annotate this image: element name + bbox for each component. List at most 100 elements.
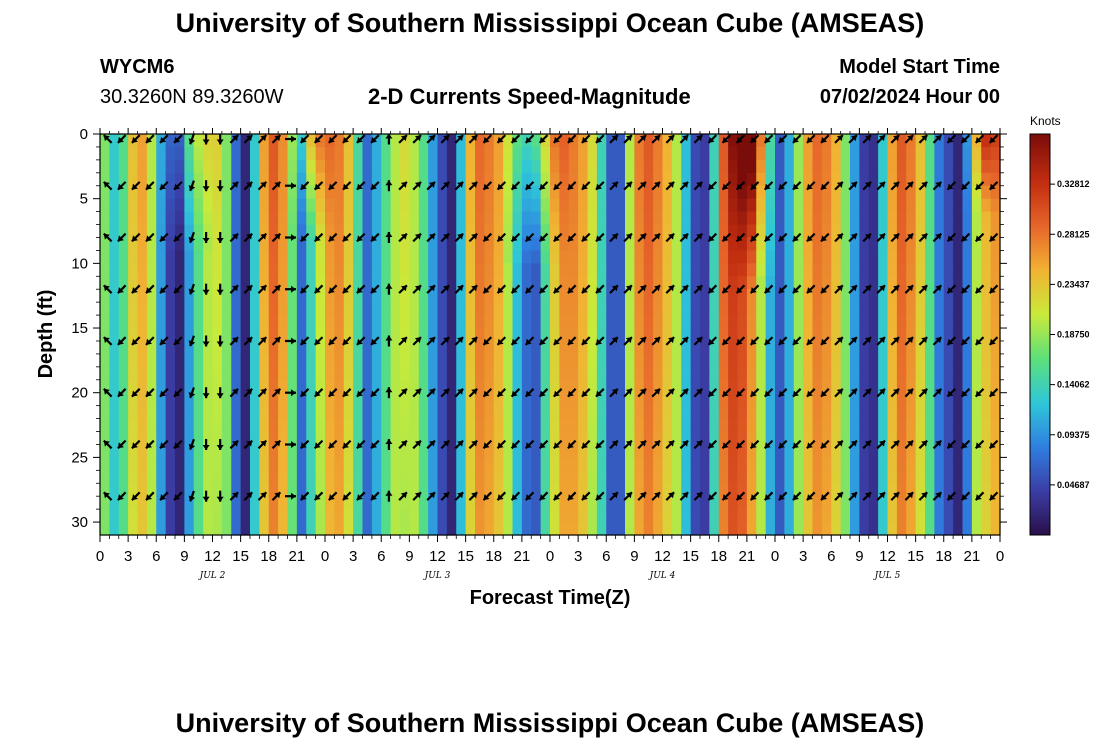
heatmap-cell <box>775 366 785 381</box>
heatmap-cell <box>981 172 992 187</box>
heatmap-cell <box>296 250 307 264</box>
heatmap-cell <box>850 366 860 381</box>
heatmap-cell <box>156 328 167 342</box>
heatmap-cell <box>578 431 589 446</box>
heatmap-cell <box>193 172 204 187</box>
heatmap-cell <box>840 328 851 342</box>
heatmap-cell <box>353 418 364 433</box>
heatmap-cell <box>287 340 298 355</box>
heatmap-cell <box>728 237 739 252</box>
heatmap-cell <box>418 328 429 342</box>
heatmap-cell <box>653 159 664 174</box>
heatmap-cell <box>118 340 129 355</box>
current-vector <box>426 388 436 398</box>
heatmap-cell <box>362 483 373 497</box>
heatmap-cell <box>765 431 776 446</box>
heatmap-cell <box>287 250 298 264</box>
heatmap-cell <box>100 224 110 239</box>
heatmap-cell <box>268 392 279 407</box>
heatmap-cell <box>137 340 148 355</box>
heatmap-cell <box>765 379 776 394</box>
current-vector <box>721 134 732 144</box>
heatmap-cell <box>371 353 382 368</box>
heatmap-cell <box>118 250 129 264</box>
heatmap-cell <box>887 250 898 264</box>
heatmap-cell <box>606 392 617 407</box>
current-vector <box>960 181 971 191</box>
heatmap-cell <box>240 250 251 264</box>
heatmap-cell <box>428 340 439 355</box>
heatmap-cell <box>240 522 251 536</box>
current-vector <box>524 336 535 346</box>
heatmap-cell <box>971 224 982 239</box>
heatmap-cell <box>400 185 410 200</box>
heatmap-cell <box>484 328 495 342</box>
heatmap-cell <box>165 328 176 342</box>
current-vector <box>932 134 943 144</box>
heatmap-cell <box>587 470 598 484</box>
heatmap-cell <box>278 159 289 174</box>
heatmap-cell <box>700 366 710 381</box>
heatmap-cell <box>934 315 945 329</box>
heatmap-cell <box>315 496 326 510</box>
heatmap-cell <box>681 328 692 342</box>
heatmap-cell <box>662 289 673 303</box>
heatmap-cell <box>990 289 1001 303</box>
heatmap-cell <box>878 276 889 290</box>
heatmap-cell <box>343 483 354 497</box>
heatmap-cell <box>268 353 279 368</box>
heatmap-cell <box>465 250 476 264</box>
heatmap-cell <box>315 172 326 187</box>
heatmap-cell <box>606 289 617 303</box>
heatmap-cell <box>596 159 607 174</box>
heatmap-cell <box>831 522 842 536</box>
heatmap-cell <box>118 302 129 316</box>
heatmap-cell <box>231 328 242 342</box>
heatmap-cell <box>671 302 682 316</box>
heatmap-cell <box>850 392 860 407</box>
heatmap-cell <box>887 431 898 446</box>
heatmap-cell <box>175 172 185 187</box>
heatmap-cell <box>943 328 954 342</box>
heatmap-cell <box>718 328 729 342</box>
heatmap-cell <box>803 405 814 420</box>
heatmap-cell <box>531 289 542 303</box>
heatmap-cell <box>428 418 439 433</box>
current-vector <box>229 134 239 144</box>
heatmap-cell <box>728 444 739 458</box>
heatmap-cell <box>128 509 139 523</box>
heatmap-cell <box>193 379 204 394</box>
heatmap-cell <box>653 496 664 510</box>
heatmap-cell <box>971 263 982 277</box>
heatmap-cell <box>287 146 298 161</box>
heatmap-cell <box>578 405 589 420</box>
heatmap-cell <box>559 172 570 187</box>
heatmap-cell <box>990 405 1001 420</box>
heatmap-cell <box>831 444 842 458</box>
heatmap-cell <box>146 172 157 187</box>
heatmap-cell <box>615 483 626 497</box>
heatmap-cell <box>400 224 410 239</box>
heatmap-cell <box>343 198 354 213</box>
heatmap-cell <box>437 250 448 264</box>
heatmap-cell <box>409 431 420 446</box>
heatmap-cell <box>400 146 410 161</box>
heatmap-cell <box>634 172 645 187</box>
current-vector <box>595 181 605 191</box>
current-vector <box>188 180 196 192</box>
heatmap-cell <box>775 340 785 355</box>
heatmap-cell <box>634 392 645 407</box>
heatmap-cell <box>437 263 448 277</box>
heatmap-cell <box>156 353 167 368</box>
heatmap-cell <box>540 172 551 187</box>
heatmap-cell <box>259 509 270 523</box>
heatmap-cell <box>587 134 598 148</box>
heatmap-cell <box>259 250 270 264</box>
heatmap-cell <box>465 379 476 394</box>
heatmap-cell <box>193 263 204 277</box>
heatmap-cell <box>906 289 917 303</box>
heatmap-cell <box>362 405 373 420</box>
current-vector <box>117 439 127 450</box>
heatmap-cell <box>775 431 785 446</box>
current-vector <box>103 284 113 294</box>
